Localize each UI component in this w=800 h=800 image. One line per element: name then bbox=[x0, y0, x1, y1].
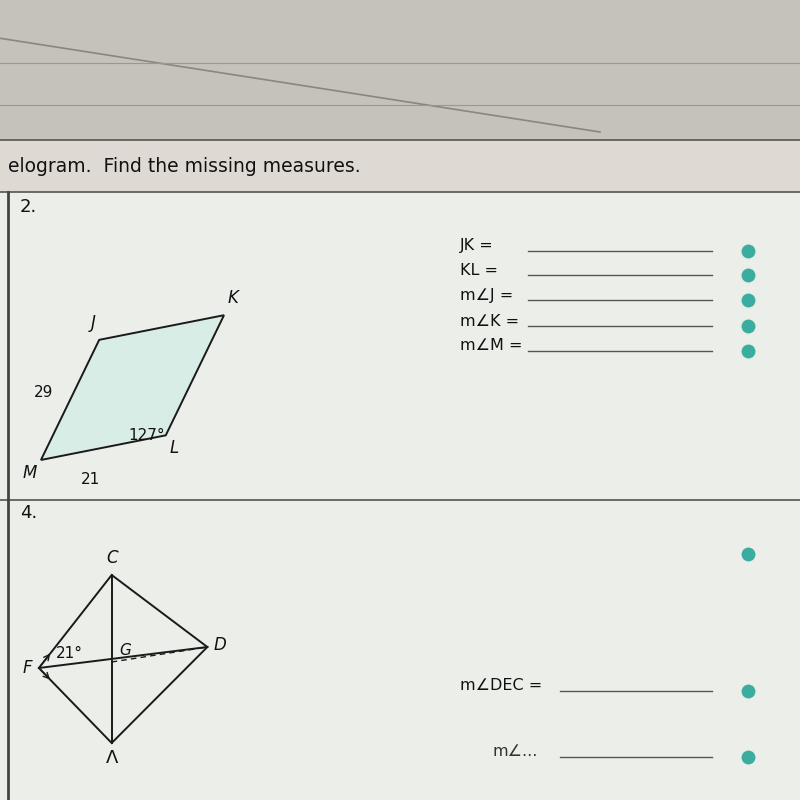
Text: F: F bbox=[23, 659, 33, 677]
Text: m∠...: m∠... bbox=[492, 745, 538, 759]
Bar bbox=[0, 0, 800, 140]
Text: M: M bbox=[22, 464, 37, 482]
Text: m∠M =: m∠M = bbox=[460, 338, 522, 354]
Text: 127°: 127° bbox=[128, 428, 165, 443]
Text: elogram.  Find the missing measures.: elogram. Find the missing measures. bbox=[8, 157, 361, 175]
Text: D: D bbox=[214, 635, 226, 654]
Text: Λ: Λ bbox=[106, 750, 118, 767]
Text: L: L bbox=[170, 439, 179, 458]
Text: 21°: 21° bbox=[55, 646, 82, 661]
Text: 29: 29 bbox=[34, 385, 54, 400]
Bar bbox=[0, 500, 800, 800]
Bar bbox=[0, 140, 800, 192]
Text: JK =: JK = bbox=[460, 238, 494, 254]
Text: C: C bbox=[106, 549, 118, 567]
Text: K: K bbox=[228, 289, 239, 307]
Text: 21: 21 bbox=[82, 472, 101, 487]
Text: m∠DEC =: m∠DEC = bbox=[460, 678, 542, 694]
Text: m∠J =: m∠J = bbox=[460, 288, 514, 302]
Text: J: J bbox=[90, 314, 95, 332]
Polygon shape bbox=[41, 315, 224, 460]
Text: 2.: 2. bbox=[20, 198, 38, 216]
Text: m∠K =: m∠K = bbox=[460, 314, 519, 329]
Text: 4.: 4. bbox=[20, 504, 38, 522]
Bar bbox=[0, 192, 800, 500]
Text: KL =: KL = bbox=[460, 263, 498, 278]
Text: G: G bbox=[120, 643, 131, 658]
